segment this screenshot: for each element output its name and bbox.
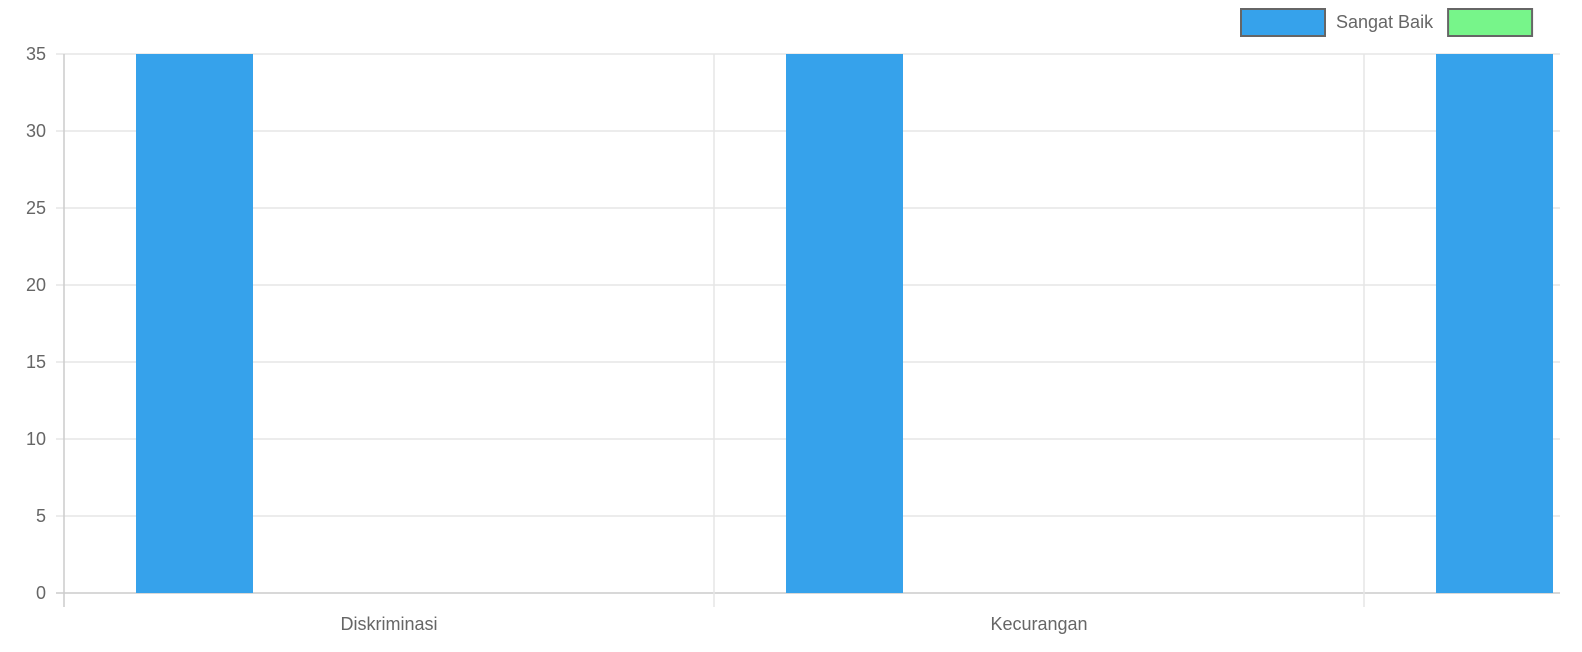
legend-swatch <box>1240 8 1326 37</box>
y-tick-label: 5 <box>36 506 46 526</box>
y-tick-label: 35 <box>26 44 46 64</box>
bar-diskriminasi <box>136 54 253 593</box>
bars <box>136 54 1553 593</box>
y-tick-label: 0 <box>36 583 46 603</box>
x-tick-label: Diskriminasi <box>340 614 437 634</box>
bar-kecurangan <box>786 54 903 593</box>
legend[interactable]: Sangat Baik <box>1240 8 1534 37</box>
legend-swatch <box>1447 8 1534 37</box>
axes: 0 5 10 15 20 25 30 35 Diskriminasi Kecurangan <box>26 44 1088 634</box>
bar-category-3 <box>1436 54 1553 593</box>
y-tick-label: 20 <box>26 275 46 295</box>
y-tick-label: 10 <box>26 429 46 449</box>
legend-label: Sangat Baik <box>1336 12 1434 32</box>
y-tick-label: 15 <box>26 352 46 372</box>
x-tick-label: Kecurangan <box>990 614 1087 634</box>
y-tick-label: 30 <box>26 121 46 141</box>
y-tick-label: 25 <box>26 198 46 218</box>
